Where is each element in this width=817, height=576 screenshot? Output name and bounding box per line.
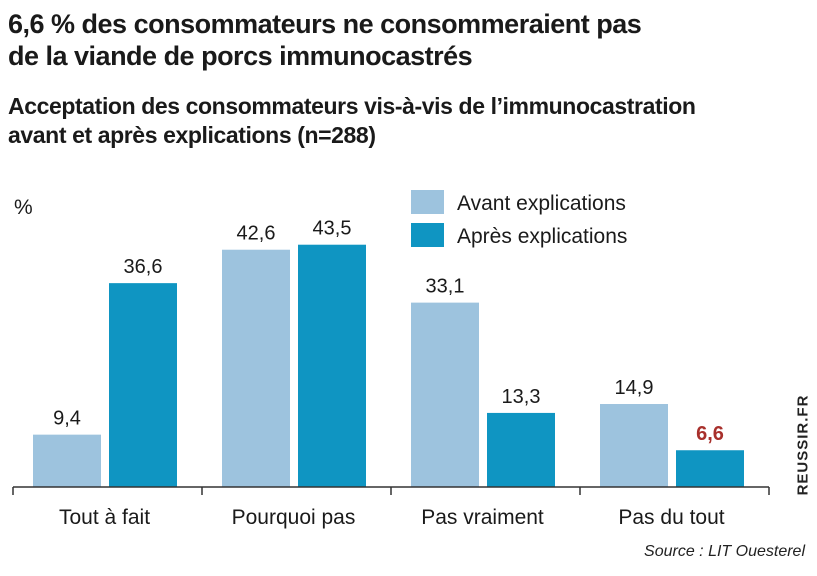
- bars: 9,4 36,6 42,6 43,5 33,1 13,3 14,9 6,6: [33, 218, 744, 487]
- category-label-0: Tout à fait: [59, 506, 150, 529]
- data-label-avant-3: 14,9: [615, 377, 654, 399]
- legend-label-apres: Après explications: [457, 225, 627, 248]
- bar-apres-0: [109, 283, 177, 487]
- category-label-3: Pas du tout: [618, 506, 724, 529]
- data-label-apres-2: 13,3: [502, 386, 541, 408]
- bar-apres-1: [298, 244, 366, 487]
- bar-avant-1: [222, 249, 290, 487]
- data-label-avant-2: 33,1: [426, 276, 465, 298]
- chart-title: 6,6 % des consommateurs ne consommeraien…: [8, 8, 798, 72]
- chart-title-line-1: 6,6 % des consommateurs ne consommeraien…: [8, 9, 642, 39]
- legend-label-avant: Avant explications: [457, 192, 626, 215]
- bar-apres-3: [676, 450, 744, 487]
- legend: Avant explications Après explications: [411, 190, 627, 248]
- x-axis: Tout à fait Pourquoi pas Pas vraiment Pas d…: [12, 486, 770, 529]
- data-label-apres-1: 43,5: [313, 218, 352, 240]
- chart-subtitle-line-2: avant et après explications (n=288): [8, 122, 376, 148]
- chart-subtitle-line-1: Acceptation des consommateurs vis-à-vis …: [8, 93, 696, 119]
- category-label-2: Pas vraiment: [421, 506, 544, 529]
- data-label-avant-1: 42,6: [237, 223, 276, 245]
- source-note: Source : LIT Ouesterel: [644, 543, 805, 560]
- bar-avant-3: [600, 404, 668, 487]
- legend-swatch-apres: [411, 223, 444, 247]
- bar-avant-0: [33, 434, 101, 487]
- legend-swatch-avant: [411, 190, 444, 214]
- bar-avant-2: [411, 302, 479, 487]
- y-axis-label: %: [14, 196, 33, 219]
- data-label-avant-0: 9,4: [53, 408, 81, 430]
- chart-subtitle: Acceptation des consommateurs vis-à-vis …: [8, 92, 798, 150]
- bar-apres-2: [487, 412, 555, 487]
- brand-watermark: REUSSIR.FR: [794, 394, 812, 496]
- data-label-apres-3: 6,6: [696, 423, 724, 445]
- category-label-1: Pourquoi pas: [232, 506, 356, 529]
- chart-title-line-2: de la viande de porcs immunocastrés: [8, 41, 473, 71]
- data-label-apres-0: 36,6: [124, 256, 163, 278]
